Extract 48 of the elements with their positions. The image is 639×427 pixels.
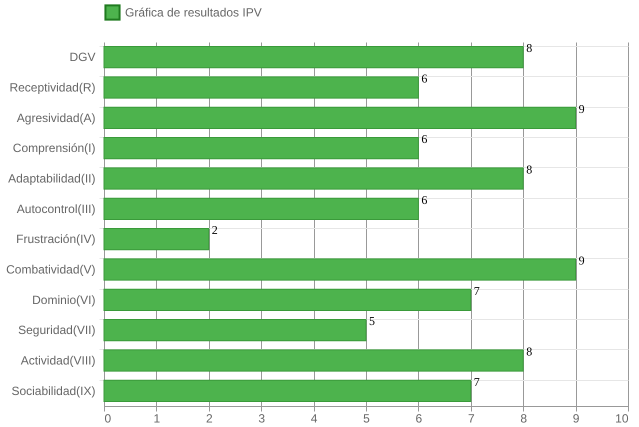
bar [104,288,472,311]
y-tick-label: Receptividad(R) [9,80,96,94]
y-tick-label: Dominio(VI) [32,292,96,307]
bar [104,349,524,372]
bar [104,258,576,281]
bar [104,380,472,402]
data-label: 7 [474,284,480,298]
bar [104,198,419,220]
y-tick-label: Actividad(VIII) [20,354,96,368]
x-tick-label: 8 [520,412,528,426]
bar [104,167,524,190]
y-tick-label: Frustración(IV) [16,232,96,246]
x-tick-label: 10 [615,412,629,426]
x-tick-label: 7 [468,412,475,426]
data-label: 7 [474,374,480,389]
data-label: 5 [369,314,375,328]
x-tick-label: 4 [310,412,318,426]
data-label: 6 [421,72,428,86]
x-tick-label: 2 [206,412,213,426]
bar [104,319,366,342]
x-tick-label: 5 [363,412,370,426]
y-tick-label: Adaptabilidad(II) [8,172,96,186]
x-tick-label: 6 [416,412,423,426]
y-tick-label: Sociabilidad(IX) [11,384,96,398]
bar [104,46,524,68]
x-tick-label: 9 [572,412,580,426]
x-tick-label: 0 [104,412,112,426]
bar [104,228,210,250]
y-tick-label: Seguridad(VII) [18,323,96,338]
bar [104,106,576,129]
x-tick-label: 3 [258,412,266,426]
bar [104,76,419,99]
x-tick-label: 1 [154,412,161,426]
y-tick-label: Combatividad(V) [6,262,96,276]
data-label: 9 [578,254,585,268]
data-label: 8 [526,344,532,358]
y-tick-label: DGV [69,50,96,64]
data-label: 9 [578,102,585,116]
y-tick-label: Comprensión(I) [12,141,96,156]
y-tick-label: Agresividad(A) [16,110,96,125]
bar [104,137,419,160]
data-label: 6 [421,132,428,146]
legend-label: Gráfica de resultados IPV [125,6,262,20]
data-label: 2 [212,223,218,238]
y-tick-label: Autocontrol(III) [16,202,96,216]
data-label: 8 [526,162,532,176]
data-label: 8 [526,41,532,56]
data-label: 6 [421,192,428,207]
